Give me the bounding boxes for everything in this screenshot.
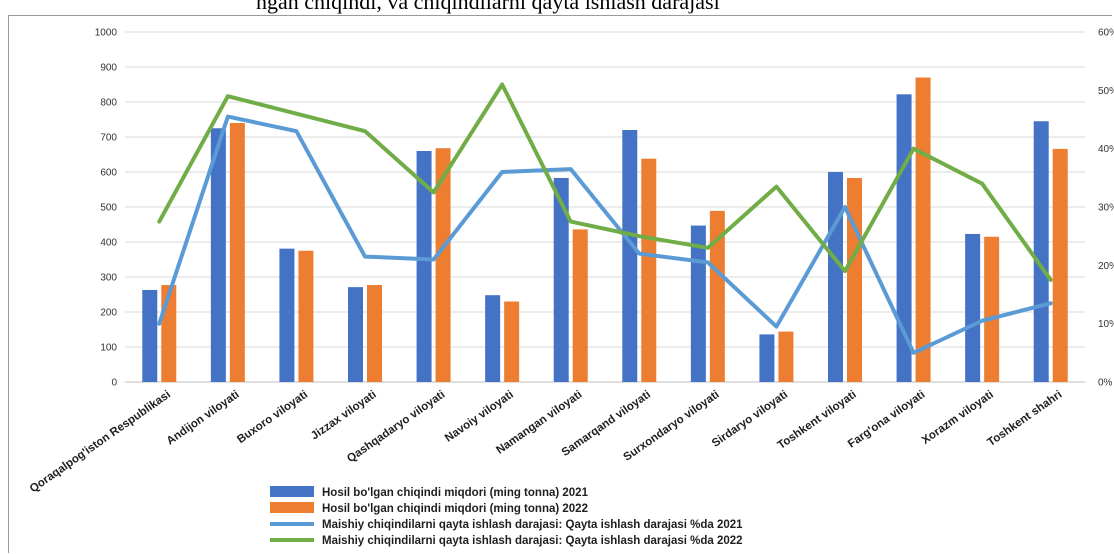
x-tick-label: Qoraqalpog'iston Respublikasi [28, 389, 173, 496]
y-left-tick-label: 300 [100, 273, 117, 284]
y-right-tick-label: 0% [1098, 378, 1113, 389]
bar-2021 [210, 128, 226, 382]
bar-2022 [435, 148, 451, 382]
bar-2021 [690, 225, 706, 382]
bar-2021 [279, 248, 295, 382]
bar-2022 [367, 285, 382, 382]
bar-2021 [142, 289, 158, 382]
bar-2021 [553, 177, 569, 382]
bar-2022 [709, 210, 725, 382]
bar-2021 [348, 287, 363, 382]
legend-label: Hosil bo'lgan chiqindi miqdori (ming ton… [322, 487, 589, 499]
legend-label: Maishiy chiqindilarni qayta ishlash dara… [322, 519, 743, 531]
bar-2022 [641, 158, 657, 382]
x-tick-label: Navoiy viloyati [443, 389, 516, 445]
bar-2021 [416, 151, 432, 382]
bar-2022 [778, 331, 794, 382]
y-right-tick-label: 30% [1098, 203, 1114, 214]
y-right-tick-label: 60% [1098, 28, 1114, 39]
bar-2021 [828, 172, 843, 382]
y-right-tick-label: 20% [1098, 261, 1114, 272]
y-left-tick-label: 200 [100, 308, 117, 319]
bar-2022 [229, 123, 245, 382]
y-left-tick-label: 400 [100, 238, 117, 249]
bar-2021 [622, 130, 638, 382]
legend-swatch [270, 486, 314, 497]
y-left-tick-label: 100 [100, 343, 117, 354]
x-tick-label: Buxoro viloyati [235, 389, 310, 446]
legend-label: Hosil bo'lgan chiqindi miqdori (ming ton… [322, 503, 588, 515]
bar-2021 [759, 334, 775, 382]
bar-2021 [965, 233, 981, 382]
y-right-tick-label: 50% [1098, 86, 1114, 97]
bar-2022 [504, 301, 520, 382]
legend-swatch [270, 502, 314, 513]
bar-2021 [1033, 121, 1049, 382]
y-left-tick-label: 500 [100, 203, 117, 214]
y-left-tick-label: 1000 [95, 28, 118, 39]
y-left-tick-label: 700 [100, 133, 117, 144]
y-left-tick-label: 800 [100, 98, 117, 109]
x-tick-label: Jizzax viloyati [309, 389, 379, 443]
y-left-tick-label: 900 [100, 63, 117, 74]
bar-2022 [984, 236, 1000, 382]
bar-2022 [572, 229, 588, 382]
bar-2022 [915, 77, 931, 382]
series-line-2022 [157, 82, 1053, 282]
bar-2022 [847, 177, 862, 382]
y-left-tick-label: 600 [100, 168, 117, 179]
chart-frame [8, 15, 1112, 553]
bar-2022 [1052, 148, 1068, 382]
document-text-line: ngan chiqindi, va chiqindilarni qayta is… [0, 0, 1114, 16]
x-tick-label: Toshkent shahri [985, 389, 1064, 449]
bar-2022 [298, 250, 314, 382]
bar-2021 [896, 94, 912, 383]
y-right-tick-label: 10% [1098, 319, 1114, 330]
series-line-2021 [157, 114, 1053, 355]
x-tick-label: Xorazm viloyati [920, 389, 996, 447]
y-left-tick-label: 0 [111, 378, 117, 389]
y-right-tick-label: 40% [1098, 144, 1114, 155]
document-text: ngan chiqindi, va chiqindilarni qayta is… [256, 0, 720, 14]
legend-label: Maishiy chiqindilarni qayta ishlash dara… [322, 535, 743, 547]
x-tick-label: Andijon viloyati [165, 389, 242, 448]
bar-2021 [485, 295, 501, 382]
